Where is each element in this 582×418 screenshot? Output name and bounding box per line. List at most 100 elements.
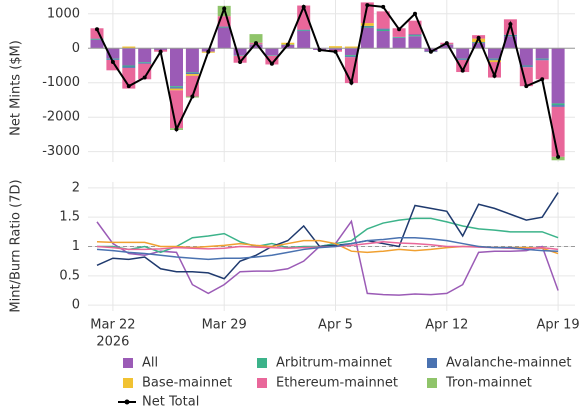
bar-segment <box>409 34 422 35</box>
net-total-point <box>206 50 210 54</box>
x-tick-label: Apr 5 <box>318 318 353 333</box>
bar-segment <box>297 30 310 31</box>
net-total-point <box>190 95 194 99</box>
net-total-point <box>508 22 512 26</box>
y-tick-label: 0 <box>72 41 80 56</box>
net-total-point <box>429 50 433 54</box>
net-total-point <box>556 155 560 159</box>
bar-segment <box>170 89 183 91</box>
bar-segment <box>122 48 135 65</box>
net-total-point <box>493 74 497 78</box>
legend-swatch <box>257 378 267 388</box>
y-tick-label: -2000 <box>42 110 80 125</box>
x-tick-label: Apr 12 <box>425 318 468 333</box>
net-total-point <box>143 76 147 80</box>
legend-label: Tron-mainnet <box>445 376 532 391</box>
bar-segment <box>456 48 469 58</box>
legend-swatch <box>123 358 133 368</box>
y-tick-label: 0.5 <box>59 268 80 283</box>
bar-segment <box>536 60 549 79</box>
net-total-point <box>254 41 258 45</box>
y-tick-label: 1 <box>72 239 80 254</box>
net-total-point <box>349 81 353 85</box>
legend-swatch <box>123 378 133 388</box>
bar-segment <box>218 28 231 49</box>
bar-segment <box>265 48 278 55</box>
legend-label: Ethereum-mainnet <box>276 376 398 391</box>
net-total-point <box>524 84 528 88</box>
bar-segment <box>377 31 390 48</box>
bar-segment <box>186 73 199 74</box>
net-total-point <box>302 5 306 9</box>
bar-segment <box>345 48 358 55</box>
bar-segment <box>552 105 565 107</box>
bar-segment <box>138 48 151 62</box>
net-total-point <box>222 7 226 11</box>
bar-segment <box>186 74 199 76</box>
bar-segment <box>297 31 310 48</box>
bar-segment <box>520 48 533 65</box>
net-total-point <box>477 36 481 40</box>
ratio-line <box>97 193 558 279</box>
bar-segment <box>393 38 406 48</box>
legend-label: Base-mainnet <box>142 376 232 391</box>
bar-segment <box>170 86 183 87</box>
net-total-point <box>270 62 274 66</box>
x-tick-label: Mar 29 <box>202 318 247 333</box>
y-tick-label: 2 <box>72 180 80 195</box>
net-total-point <box>111 60 115 64</box>
bar-segment <box>409 35 422 36</box>
bar-segment <box>138 63 151 64</box>
net-total-point <box>365 3 369 7</box>
bar-segment <box>377 29 390 30</box>
bar-segment <box>552 48 565 103</box>
bar-segment <box>170 48 183 86</box>
net-total-point <box>286 43 290 47</box>
y-tick-label: 1000 <box>47 6 80 21</box>
net-total-point <box>445 41 449 45</box>
x-year-label: 2026 <box>96 335 129 350</box>
y-axis-label: Net Mints ($M) <box>9 40 24 136</box>
bar-segment <box>122 67 135 68</box>
x-tick-label: Apr 19 <box>537 318 580 333</box>
bar-segment <box>393 37 406 38</box>
y-tick-label: 1.5 <box>59 210 80 225</box>
legend-label: Arbitrum-mainnet <box>276 356 392 371</box>
bar-segment <box>488 48 501 58</box>
net-total-point <box>334 50 338 54</box>
bar-segment <box>329 46 342 48</box>
net-total-point <box>95 27 99 31</box>
net-total-line <box>97 5 558 157</box>
bar-segment <box>409 36 422 48</box>
net-total-point <box>159 50 163 54</box>
bar-segment <box>297 30 310 31</box>
bar-segment <box>138 62 151 63</box>
legend-marker <box>125 400 130 405</box>
net-total-point <box>381 5 385 9</box>
bar-segment <box>106 59 119 60</box>
bar-segment <box>186 72 199 73</box>
net-total-point <box>318 48 322 52</box>
y-axis-label: Mint/Burn Ratio (7D) <box>9 179 24 312</box>
net-total-point <box>397 27 401 31</box>
bar-segment <box>536 48 549 58</box>
legend-label: Avalanche-mainnet <box>446 356 572 371</box>
bar-segment <box>504 35 517 36</box>
net-total-point <box>413 12 417 16</box>
bar-segment <box>536 59 549 60</box>
net-total-point <box>461 69 465 73</box>
legend-label: All <box>142 356 158 371</box>
y-tick-label: -3000 <box>42 144 80 159</box>
bar-segment <box>472 42 485 43</box>
legend-swatch <box>427 358 437 368</box>
x-tick-label: Mar 22 <box>90 318 135 333</box>
y-tick-label: -1000 <box>42 75 80 90</box>
y-tick-label: 0 <box>72 298 80 313</box>
bar-segment <box>122 65 135 66</box>
ratio-line <box>97 221 558 295</box>
net-total-point <box>540 77 544 81</box>
net-total-point <box>127 84 131 88</box>
legend-swatch <box>427 378 437 388</box>
net-total-point <box>238 60 242 64</box>
